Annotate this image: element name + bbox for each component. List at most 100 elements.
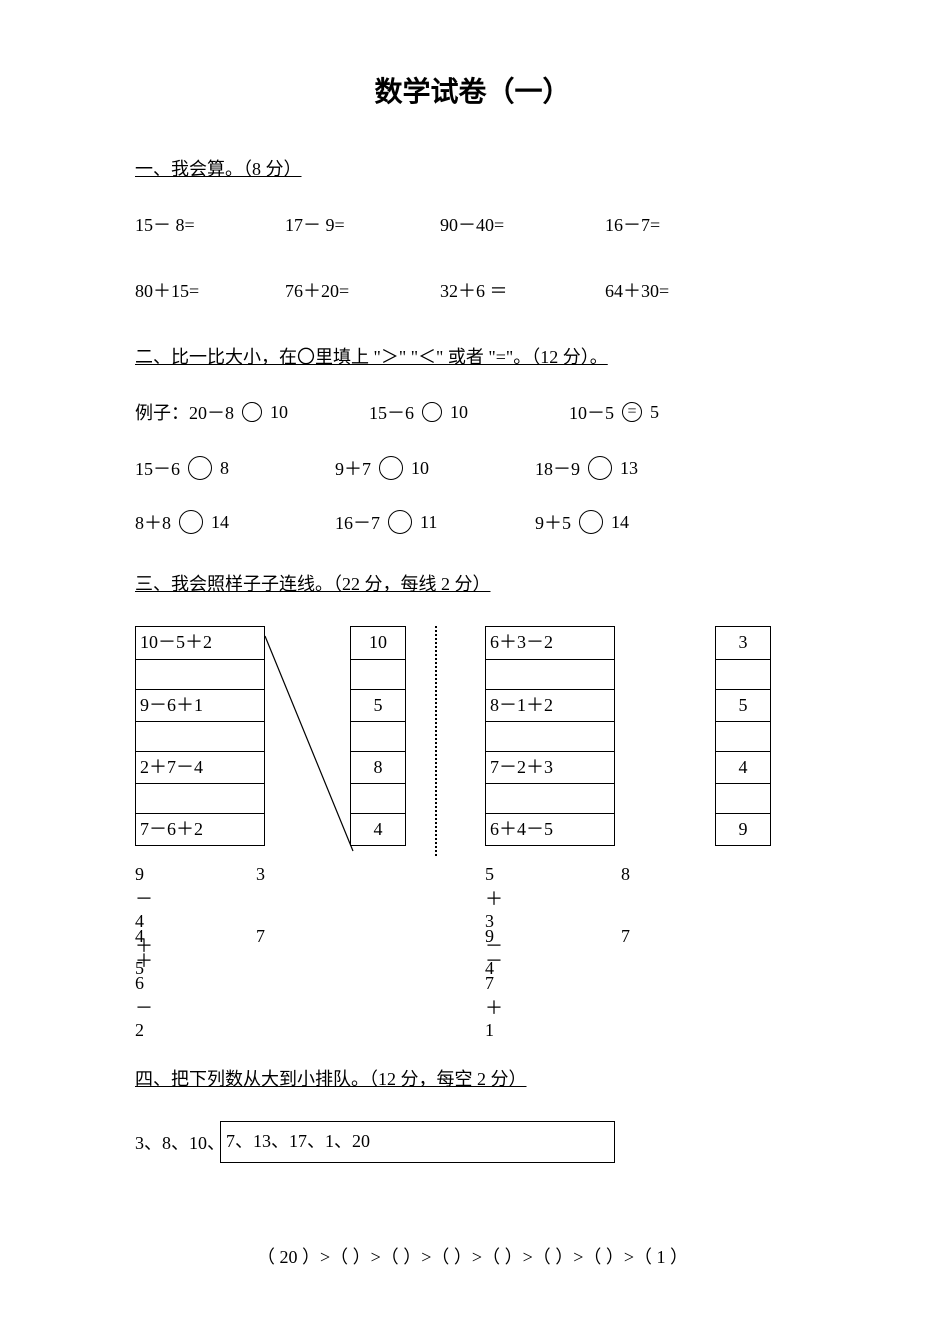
compare-item: 8＋8 14 [135,509,335,535]
compare-item: 18－9 13 [535,455,735,481]
section-2: 二、比一比大小，在〇里填上 "＞" "＜" 或者 "="。（12 分）。 例子：… [135,343,810,535]
cmp-left: 8＋8 [135,509,171,535]
compare-item: 20－8 10 [189,399,369,425]
gap-cell [351,721,405,751]
loose-row: 4＋6－2 7 [135,908,265,970]
cmp-right: 10 [450,402,468,423]
cmp-right: 10 [270,402,288,423]
compare-circle-icon[interactable] [188,456,212,480]
compare-circle-icon[interactable] [579,510,603,534]
cmp-right: 11 [420,512,437,533]
ans-cell: 4 [716,751,770,783]
cmp-right: 14 [211,512,229,533]
ans-cell: 4 [351,813,405,845]
section-3: 三、我会照样子子连线。（22 分，每线 2 分） 10－5＋2 9－6＋1 2＋… [135,570,810,970]
compare-circle-icon [242,402,262,422]
expr-cell: 7－6＋2 [136,813,264,845]
cmp-left: 16－7 [335,509,380,535]
gap-cell [716,659,770,689]
page-title: 数学试卷（一） [135,70,810,110]
arith-row-1: 15－ 8= 17－ 9= 90－40= 16－7= [135,211,810,237]
compare-circle-icon[interactable] [388,510,412,534]
expr-col: 6＋3－2 8－1＋2 7－2＋3 6＋4－5 5＋3－4 8 9－7＋1 7 [485,626,615,970]
expr-cell: 10－5＋2 [136,627,264,659]
cmp-right: 13 [620,458,638,479]
expr-cell: 8－1＋2 [486,689,614,721]
loose-ans: 8 [621,864,630,885]
cmp-left: 9＋5 [535,509,571,535]
match-area: 10－5＋2 9－6＋1 2＋7－4 7－6＋2 9－4＋5 3 4＋6－2 7 [135,626,810,970]
cmp-right: 8 [220,458,229,479]
match-left: 10－5＋2 9－6＋1 2＋7－4 7－6＋2 9－4＋5 3 4＋6－2 7 [135,626,445,970]
compare-item: 9＋7 10 [335,455,535,481]
gap-cell [486,721,614,751]
expr-cell: 6＋3－2 [486,627,614,659]
compare-item: 15－6 8 [135,455,335,481]
compare-row-2: 8＋8 14 16－7 11 9＋5 14 [135,509,810,535]
section-4: 四、把下列数从大到小排队。（12 分，每空 2 分） 3、8、10、 7、13、… [135,1065,810,1269]
cmp-right: 5 [650,402,659,423]
gap-cell [351,659,405,689]
expr-box-group: 6＋3－2 8－1＋2 7－2＋3 6＋4－5 [485,626,615,846]
section-4-header: 四、把下列数从大到小排队。（12 分，每空 2 分） [135,1065,810,1091]
expr-box-group: 10－5＋2 9－6＋1 2＋7－4 7－6＋2 [135,626,265,846]
expr-cell: 9－6＋1 [136,689,264,721]
section-1-header: 一、我会算。（8 分） [135,155,810,181]
ans-cell: 8 [351,751,405,783]
eq: 64＋30= [605,277,755,303]
eq: 32＋6 ＝ [440,277,605,303]
gap-cell [136,659,264,689]
eq: 16－7= [605,211,755,237]
example-label: 例子： [135,399,189,425]
expr-cell: 6＋4－5 [486,813,614,845]
gap-cell [486,659,614,689]
ans-col: 3 5 4 9 [715,626,771,970]
cmp-right: 10 [411,458,429,479]
eq: 80＋15= [135,277,285,303]
gap-cell [716,783,770,813]
cmp-left: 15－6 [135,455,180,481]
cmp-left: 10－5 [569,399,614,425]
loose-ans: 3 [256,864,265,885]
eq: 17－ 9= [285,211,440,237]
gap-cell [716,721,770,751]
eq: 15－ 8= [135,211,285,237]
compare-example-row: 例子： 20－8 10 15－6 10 10－5 = 5 [135,399,810,425]
arith-row-2: 80＋15= 76＋20= 32＋6 ＝ 64＋30= [135,277,810,303]
ans-cell: 10 [351,627,405,659]
order-answer-row: （ 20 ）>（ ）>（ ）>（ ）>（ ）>（ ）>（ ）>（ 1 ） [135,1243,810,1269]
compare-item: 15－6 10 [369,399,569,425]
gap-cell [486,783,614,813]
section-1: 一、我会算。（8 分） 15－ 8= 17－ 9= 90－40= 16－7= 8… [135,155,810,303]
ans-cell: 5 [351,689,405,721]
eq: 90－40= [440,211,605,237]
loose-row: 9－7＋1 7 [485,908,615,970]
gap-cell [351,783,405,813]
compare-circle-icon: = [622,402,642,422]
compare-circle-icon[interactable] [379,456,403,480]
compare-row-1: 15－6 8 9＋7 10 18－9 13 [135,455,810,481]
gap-cell [136,721,264,751]
loose-ans: 7 [621,926,630,947]
loose-expr: 4＋6－2 [135,926,156,1041]
compare-circle-icon[interactable] [588,456,612,480]
ans-cell: 3 [716,627,770,659]
compare-item: 16－7 11 [335,509,535,535]
expr-cell: 2＋7－4 [136,751,264,783]
cmp-left: 9＋7 [335,455,371,481]
section-2-header: 二、比一比大小，在〇里填上 "＞" "＜" 或者 "="。（12 分）。 [135,343,810,369]
cmp-left: 20－8 [189,399,234,425]
ans-box-group: 10 5 8 4 [350,626,406,846]
expr-cell: 7－2＋3 [486,751,614,783]
ans-cell: 5 [716,689,770,721]
loose-row: 9－4＋5 3 [135,846,265,908]
expr-col: 10－5＋2 9－6＋1 2＋7－4 7－6＋2 9－4＋5 3 4＋6－2 7 [135,626,265,970]
match-right: 6＋3－2 8－1＋2 7－2＋3 6＋4－5 5＋3－4 8 9－7＋1 7 [485,626,795,970]
sort-numbers-row: 3、8、10、 7、13、17、1、20 [135,1121,810,1163]
eq: 76＋20= [285,277,440,303]
ans-cell: 9 [716,813,770,845]
loose-row: 5＋3－4 8 [485,846,615,908]
compare-circle-icon[interactable] [179,510,203,534]
gap-cell [136,783,264,813]
cmp-left: 18－9 [535,455,580,481]
